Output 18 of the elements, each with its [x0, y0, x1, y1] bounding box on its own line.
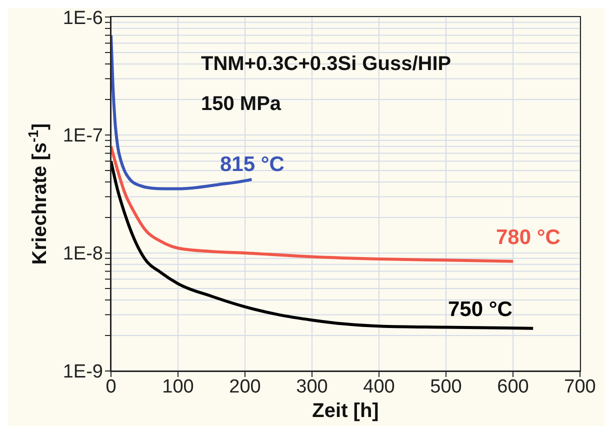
- x-tick-label: 100: [162, 376, 194, 398]
- x-tick-label: 400: [363, 376, 395, 398]
- x-tick-label: 200: [229, 376, 261, 398]
- y-tick-label: 1E-6: [62, 8, 103, 29]
- text: TNM+0.3C+0.3Si Guss/HIP: [201, 52, 452, 77]
- text: 150 MPa: [201, 92, 282, 117]
- x-tick-label: 300: [296, 376, 328, 398]
- series-label: 750 °C: [448, 298, 512, 322]
- x-tick-label: 700: [564, 376, 596, 398]
- x-tick-label: 500: [430, 376, 462, 398]
- series-label: 780 °C: [496, 226, 560, 250]
- y-tick-label: 1E-9: [62, 362, 103, 383]
- y-tick-label: 1E-8: [62, 244, 103, 265]
- x-tick-label: 0: [106, 376, 116, 398]
- y-tick-label: 1E-7: [62, 126, 103, 147]
- x-tick-label: 600: [497, 376, 529, 398]
- x-axis-title: Zeit [h]: [312, 400, 379, 422]
- series-label: 815 °C: [220, 153, 284, 177]
